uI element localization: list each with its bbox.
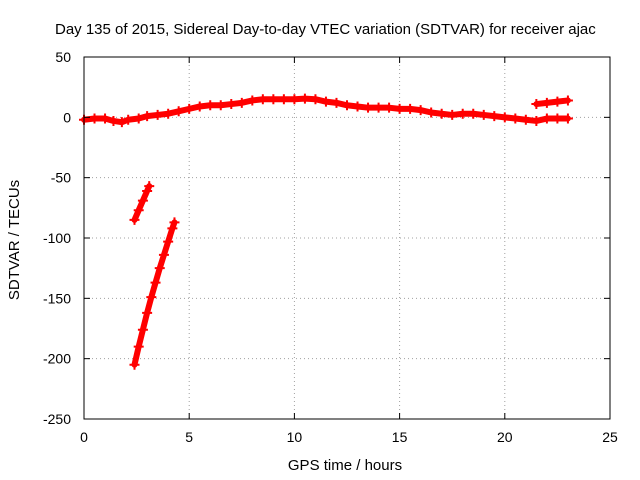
x-tick-label: 0 — [80, 429, 88, 445]
data-point — [489, 111, 500, 122]
data-point — [331, 97, 342, 108]
data-point — [144, 181, 155, 192]
data-point — [247, 95, 258, 106]
data-point — [184, 103, 195, 114]
data-point — [499, 112, 510, 123]
data-point — [158, 249, 169, 260]
y-tick-label: 0 — [63, 109, 71, 125]
data-point — [173, 106, 184, 117]
data-point — [278, 94, 289, 105]
data-point — [129, 359, 140, 370]
data-point — [394, 103, 405, 114]
tick-labels: 0 5 10 15 20 25 50 0 -50 -100 -150 -200 -250 — [43, 49, 618, 445]
data-point — [342, 100, 352, 111]
data-point — [373, 102, 384, 113]
data-point — [167, 223, 178, 234]
data-point — [169, 217, 180, 228]
data-point — [146, 292, 157, 303]
data-point — [268, 94, 279, 105]
axis-ticks — [83, 56, 611, 420]
data-point — [150, 277, 161, 288]
data-point — [116, 117, 127, 128]
data-point — [320, 96, 331, 107]
data-point — [133, 341, 144, 352]
data-point — [478, 109, 489, 120]
x-tick-label: 20 — [497, 429, 513, 445]
data-point — [384, 102, 395, 113]
data-point — [89, 113, 100, 124]
y-tick-label: 50 — [55, 49, 71, 65]
x-tick-label: 5 — [185, 429, 193, 445]
series-1-trace — [533, 97, 571, 108]
data-point — [552, 96, 563, 107]
data-point — [352, 101, 363, 112]
x-axis-label: GPS time / hours — [288, 457, 402, 474]
data-point — [142, 307, 153, 318]
data-point — [310, 94, 321, 105]
data-point — [457, 108, 468, 119]
data-point — [129, 214, 140, 225]
y-tick-label: -150 — [43, 290, 71, 306]
data-point — [133, 205, 144, 216]
data-point — [152, 109, 163, 120]
data-point — [142, 111, 153, 122]
chart-title: Day 135 of 2015, Sidereal Day-to-day VTE… — [55, 21, 596, 38]
x-tick-label: 25 — [602, 429, 618, 445]
data-point — [100, 113, 111, 124]
data-point — [236, 97, 247, 108]
data-point — [415, 105, 426, 116]
y-tick-label: -100 — [43, 230, 71, 246]
data-point — [405, 103, 416, 114]
x-tick-label: 15 — [392, 429, 408, 445]
data-point — [142, 185, 153, 196]
y-tick-label: -50 — [51, 170, 71, 186]
data-point — [154, 263, 165, 274]
data-point — [215, 100, 226, 111]
data-point — [426, 107, 437, 118]
data-point — [137, 195, 148, 206]
data-point — [541, 97, 552, 108]
y-tick-label: -200 — [43, 351, 71, 367]
data-point — [510, 113, 521, 124]
data-point — [194, 101, 205, 112]
data-point — [541, 113, 552, 124]
data-point — [531, 115, 542, 126]
data-point — [436, 108, 447, 119]
data-point — [468, 108, 479, 119]
data-point — [520, 114, 531, 125]
data-point — [299, 93, 310, 104]
data-point — [163, 108, 174, 119]
data-point — [108, 115, 119, 126]
data-point — [226, 99, 237, 110]
data-point — [137, 324, 148, 335]
data-point — [163, 236, 174, 247]
data-point — [531, 99, 542, 110]
x-tick-label: 10 — [287, 429, 303, 445]
data-point — [552, 113, 563, 124]
data-point — [257, 94, 268, 105]
data-point — [133, 113, 144, 124]
y-tick-label: -250 — [43, 411, 71, 427]
data-point — [123, 114, 134, 125]
data-point — [562, 113, 573, 124]
data-point — [447, 109, 458, 120]
data-point — [562, 95, 573, 106]
y-axis-label: SDTVAR / TECUs — [6, 180, 23, 300]
data-point — [289, 94, 300, 105]
data-point — [363, 102, 374, 113]
data-series — [79, 93, 573, 370]
data-point — [205, 100, 216, 111]
